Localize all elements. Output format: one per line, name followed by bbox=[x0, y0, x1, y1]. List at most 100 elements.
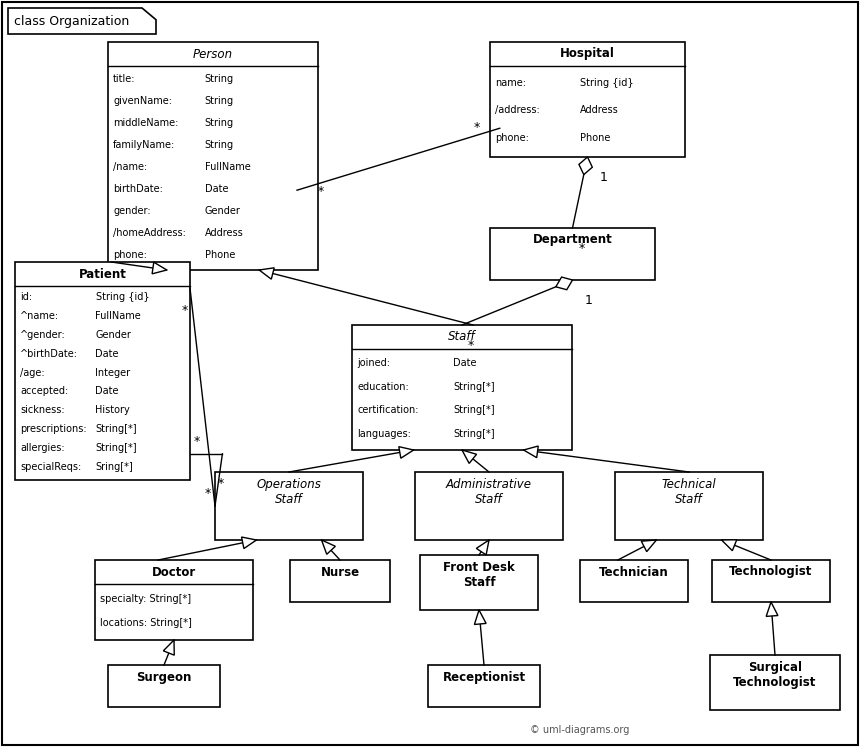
Text: Date: Date bbox=[453, 358, 476, 368]
Text: Phone: Phone bbox=[205, 249, 235, 260]
Text: specialty: String[*]: specialty: String[*] bbox=[100, 594, 191, 604]
Text: Person: Person bbox=[193, 48, 233, 61]
Text: /age:: /age: bbox=[20, 368, 45, 378]
Text: Doctor: Doctor bbox=[152, 565, 196, 578]
Polygon shape bbox=[242, 537, 256, 548]
Text: gender:: gender: bbox=[113, 205, 150, 216]
Polygon shape bbox=[476, 540, 489, 555]
Text: /homeAddress:: /homeAddress: bbox=[113, 228, 186, 238]
Polygon shape bbox=[766, 602, 778, 616]
Polygon shape bbox=[524, 446, 538, 458]
Bar bbox=[108, 42, 318, 270]
Text: Department: Department bbox=[532, 234, 612, 247]
Text: History: History bbox=[95, 406, 130, 415]
Bar bbox=[712, 560, 830, 602]
Text: Technologist: Technologist bbox=[729, 565, 813, 578]
Text: FullName: FullName bbox=[95, 311, 141, 321]
Polygon shape bbox=[462, 450, 476, 463]
Text: Address: Address bbox=[580, 105, 618, 115]
Text: /name:: /name: bbox=[113, 162, 147, 172]
Polygon shape bbox=[259, 267, 274, 279]
Text: familyName:: familyName: bbox=[113, 140, 175, 150]
Text: name:: name: bbox=[495, 78, 526, 87]
Text: *: * bbox=[181, 305, 187, 317]
Text: Technical
Staff: Technical Staff bbox=[661, 478, 716, 506]
Text: Administrative
Staff: Administrative Staff bbox=[446, 478, 532, 506]
Bar bbox=[490, 228, 655, 280]
Text: certification:: certification: bbox=[357, 405, 419, 415]
Text: Date: Date bbox=[205, 184, 228, 193]
Text: allergies:: allergies: bbox=[20, 443, 64, 453]
Text: *: * bbox=[473, 120, 480, 134]
Text: Address: Address bbox=[205, 228, 243, 238]
Text: class Organization: class Organization bbox=[14, 14, 129, 28]
Bar bbox=[428, 665, 540, 707]
Text: Technician: Technician bbox=[599, 565, 669, 578]
Text: sickness:: sickness: bbox=[20, 406, 64, 415]
Text: Date: Date bbox=[95, 386, 119, 397]
Text: String[*]: String[*] bbox=[453, 429, 494, 438]
Text: Gender: Gender bbox=[95, 330, 132, 340]
Text: Nurse: Nurse bbox=[321, 565, 359, 578]
Bar bbox=[710, 655, 840, 710]
Text: 1: 1 bbox=[585, 294, 593, 307]
Text: Hospital: Hospital bbox=[560, 48, 615, 61]
Text: Sring[*]: Sring[*] bbox=[95, 462, 133, 472]
Bar bbox=[215, 472, 363, 540]
Text: locations: String[*]: locations: String[*] bbox=[100, 618, 192, 628]
Text: Phone: Phone bbox=[580, 133, 610, 143]
Text: String: String bbox=[205, 118, 234, 128]
Text: phone:: phone: bbox=[113, 249, 147, 260]
Text: specialReqs:: specialReqs: bbox=[20, 462, 81, 472]
Polygon shape bbox=[722, 540, 737, 551]
Text: ^birthDate:: ^birthDate: bbox=[20, 349, 78, 359]
Text: *: * bbox=[218, 477, 224, 490]
Text: languages:: languages: bbox=[357, 429, 411, 438]
Text: *: * bbox=[205, 487, 211, 500]
Text: String {id}: String {id} bbox=[580, 78, 633, 87]
Text: FullName: FullName bbox=[205, 162, 250, 172]
Text: *: * bbox=[317, 185, 323, 198]
Bar bbox=[615, 472, 763, 540]
Text: education:: education: bbox=[357, 382, 408, 391]
Bar bbox=[352, 325, 572, 450]
Polygon shape bbox=[556, 277, 573, 290]
Text: Staff: Staff bbox=[448, 330, 476, 344]
Text: String: String bbox=[205, 74, 234, 84]
Polygon shape bbox=[642, 540, 656, 551]
Text: String[*]: String[*] bbox=[453, 382, 494, 391]
Text: accepted:: accepted: bbox=[20, 386, 68, 397]
Text: *: * bbox=[194, 435, 200, 448]
Text: String: String bbox=[205, 140, 234, 150]
Text: Date: Date bbox=[95, 349, 119, 359]
Text: Receptionist: Receptionist bbox=[442, 671, 525, 684]
Text: joined:: joined: bbox=[357, 358, 390, 368]
Text: String[*]: String[*] bbox=[453, 405, 494, 415]
Text: 1: 1 bbox=[599, 171, 607, 184]
Text: birthDate:: birthDate: bbox=[113, 184, 163, 193]
Text: Gender: Gender bbox=[205, 205, 241, 216]
Text: © uml-diagrams.org: © uml-diagrams.org bbox=[530, 725, 630, 735]
Text: *: * bbox=[579, 242, 585, 255]
Bar bbox=[490, 42, 685, 157]
Text: Surgeon: Surgeon bbox=[137, 671, 192, 684]
Bar bbox=[580, 560, 688, 602]
Polygon shape bbox=[152, 262, 167, 274]
Text: Integer: Integer bbox=[95, 368, 131, 378]
Text: phone:: phone: bbox=[495, 133, 529, 143]
Bar bbox=[290, 560, 390, 602]
Polygon shape bbox=[163, 640, 175, 655]
Polygon shape bbox=[579, 157, 593, 175]
Text: String[*]: String[*] bbox=[95, 424, 137, 434]
Text: String: String bbox=[205, 96, 234, 106]
Text: ^gender:: ^gender: bbox=[20, 330, 65, 340]
Text: Patient: Patient bbox=[78, 267, 126, 281]
Text: /address:: /address: bbox=[495, 105, 540, 115]
Bar bbox=[15, 262, 190, 480]
Text: id:: id: bbox=[20, 292, 32, 303]
Polygon shape bbox=[322, 540, 335, 554]
Text: Surgical
Technologist: Surgical Technologist bbox=[734, 661, 817, 689]
Text: middleName:: middleName: bbox=[113, 118, 178, 128]
Bar bbox=[95, 560, 253, 640]
Bar bbox=[415, 472, 563, 540]
